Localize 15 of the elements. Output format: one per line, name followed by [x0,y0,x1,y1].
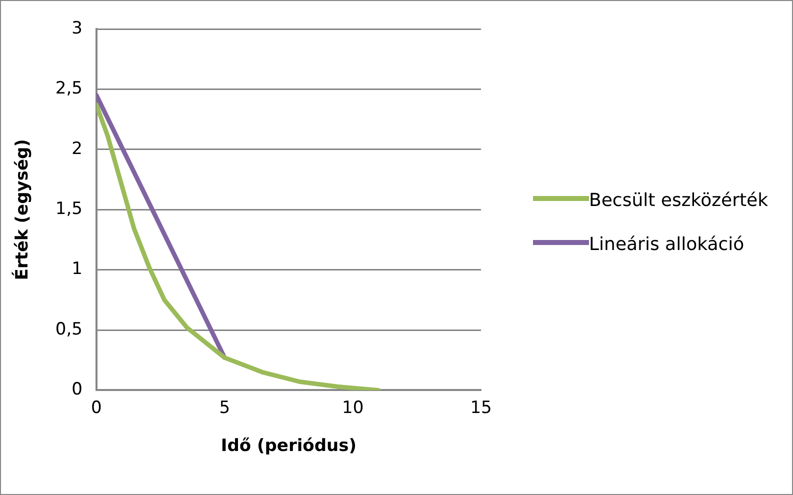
x-tick-label: 15 [470,398,492,418]
legend-label: Lineáris allokáció [589,233,746,257]
y-tick-label: 2 [72,138,82,159]
y-tick-label: 2,5 [55,78,82,99]
x-tick-label: 5 [219,398,230,418]
y-axis-title: Érték (egység) [12,139,33,280]
x-axis-title: Idő (periódus) [220,436,357,456]
x-tick-label: 10 [342,398,364,418]
y-tick-label: 0 [72,380,82,400]
y-tick-label: 1 [72,259,82,280]
legend-label: Becsült eszközérték [589,189,770,213]
y-tick-label: 1,5 [55,199,82,220]
x-tick-label: 0 [91,398,102,418]
y-tick-label: 0,5 [55,319,82,340]
y-tick-label: 3 [72,18,82,38]
